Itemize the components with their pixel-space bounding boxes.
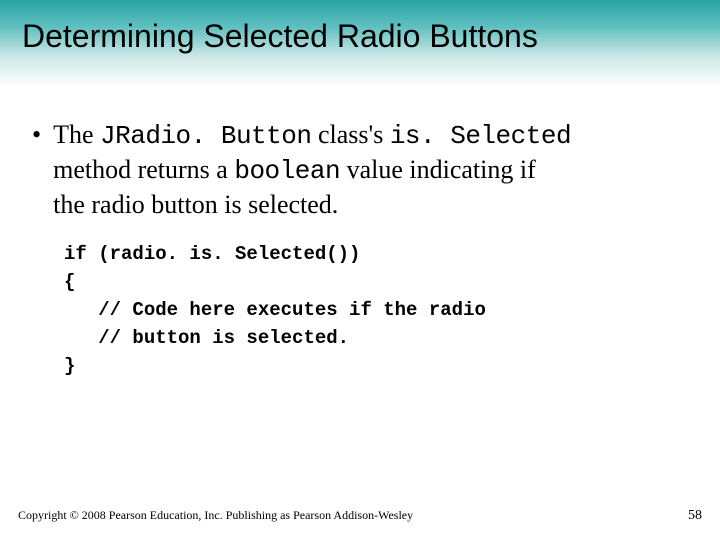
code-block: if (radio. is. Selected()) { // Code her… [64,240,690,380]
code-line: // Code here executes if the radio [64,299,486,321]
slide-title: Determining Selected Radio Buttons [22,18,538,55]
code-inline: boolean [234,156,340,186]
footer: Copyright © 2008 Pearson Education, Inc.… [18,508,702,524]
text-segment: class's [311,120,389,149]
bullet-marker: • [32,118,41,152]
code-inline: is. Selected [390,121,571,151]
code-inline: JRadio. Button [100,121,311,151]
code-line: if (radio. is. Selected()) [64,243,360,265]
text-segment: method returns a [53,155,234,184]
header-band: Determining Selected Radio Buttons [0,0,720,88]
content-area: • The JRadio. Button class's is. Selecte… [0,88,720,380]
text-segment: value indicating if [340,155,536,184]
page-number: 58 [688,508,702,524]
code-line: } [64,355,75,377]
text-segment: the radio button is selected. [53,190,338,219]
text-segment: The [53,120,100,149]
bullet-text: The JRadio. Button class's is. Selected … [53,118,571,222]
bullet-item: • The JRadio. Button class's is. Selecte… [30,118,690,222]
copyright-text: Copyright © 2008 Pearson Education, Inc.… [18,508,413,523]
code-line: // button is selected. [64,327,349,349]
code-line: { [64,271,75,293]
